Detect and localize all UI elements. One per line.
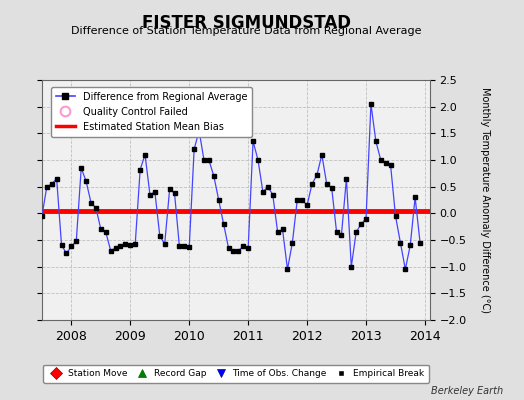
Text: Difference of Station Temperature Data from Regional Average: Difference of Station Temperature Data f… [71, 26, 421, 36]
Y-axis label: Monthly Temperature Anomaly Difference (°C): Monthly Temperature Anomaly Difference (… [481, 87, 490, 313]
Legend: Station Move, Record Gap, Time of Obs. Change, Empirical Break: Station Move, Record Gap, Time of Obs. C… [43, 365, 429, 383]
Text: FISTER SIGMUNDSTAD: FISTER SIGMUNDSTAD [142, 14, 351, 32]
Text: Berkeley Earth: Berkeley Earth [431, 386, 503, 396]
